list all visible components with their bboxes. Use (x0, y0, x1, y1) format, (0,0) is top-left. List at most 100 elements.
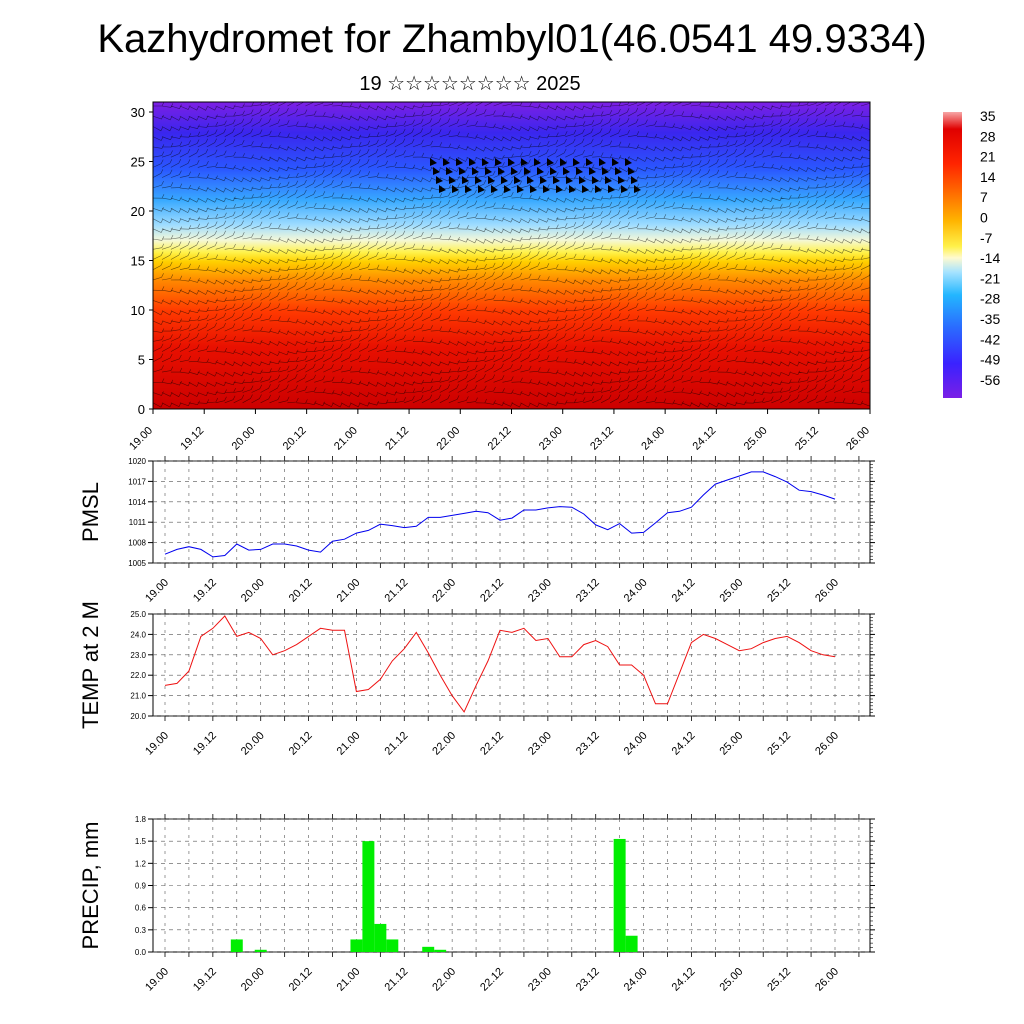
x-tick-label: 25.00 (742, 425, 770, 453)
wind-flag (511, 167, 518, 175)
y-tick-label: 0 (138, 402, 145, 417)
temperature-field (153, 102, 870, 409)
wind-flag (498, 167, 505, 175)
x-tick-label: 21.00 (332, 425, 360, 453)
wind-flag (615, 167, 622, 175)
wind-flag (527, 176, 534, 184)
y-tick-label: 15 (131, 254, 145, 269)
x-tick-label: 23.00 (526, 730, 554, 758)
wind-flag (569, 185, 576, 193)
x-tick-label: 19.12 (191, 730, 219, 758)
wind-barb-row (153, 332, 870, 347)
wind-flag (576, 167, 583, 175)
x-tick-label: 19.00 (127, 425, 155, 453)
wind-flag (495, 158, 502, 166)
page-subtitle: 19 ☆☆☆☆☆☆☆☆ 2025 (359, 73, 581, 95)
x-tick-label: 20.00 (230, 425, 258, 453)
y-tick-label: 25 (131, 155, 145, 170)
series-line (164, 471, 836, 558)
x-tick-label: 24.12 (691, 425, 719, 453)
x-tick-label: 25.00 (717, 730, 745, 758)
wind-flag (485, 167, 492, 175)
wind-flag (439, 185, 446, 193)
wind-flag (534, 158, 541, 166)
y-tick-label: 20 (131, 204, 145, 219)
x-tick-label: 19.12 (191, 577, 219, 605)
wind-flag (547, 158, 554, 166)
y-tick-label: 25.0 (130, 610, 146, 619)
x-tick-label: 23.12 (574, 966, 602, 994)
wind-barb-row (153, 261, 870, 275)
wind-barb-row (153, 251, 870, 265)
precip-bar (230, 939, 243, 952)
wind-barb-row (153, 394, 870, 408)
wind-barb-row (153, 271, 870, 285)
wind-barb-row (153, 312, 870, 326)
wind-flag (517, 185, 524, 193)
x-tick-label: 22.00 (430, 966, 458, 994)
wind-flag (514, 176, 521, 184)
plot-frame (152, 818, 871, 953)
colorbar-label: -35 (980, 311, 1000, 327)
pmsl-panel: 1020 1017 1014 1011 1008 1005 19.00 19.12 20.00 2… (78, 456, 875, 605)
wind-flag (504, 185, 511, 193)
x-tick-label: 20.12 (287, 966, 315, 994)
x-tick-label: 25.00 (717, 577, 745, 605)
wind-flag (521, 158, 528, 166)
x-tick-label: 20.12 (281, 425, 309, 453)
x-tick-label: 23.00 (526, 966, 554, 994)
wind-flag (443, 158, 450, 166)
colorbar-label: 7 (980, 189, 988, 205)
y-tick-label: 0.3 (135, 926, 147, 935)
wind-flag (563, 167, 570, 175)
wind-flag (501, 176, 508, 184)
y-tick-label: 22.0 (130, 671, 146, 680)
precip-bar (422, 946, 435, 952)
precip-bar (362, 841, 375, 952)
x-tick-label: 24.12 (670, 730, 698, 758)
x-tick-label: 19.00 (143, 577, 171, 605)
precip-bar (350, 939, 363, 952)
wind-flag (634, 185, 641, 193)
y-tick-label: 1008 (128, 539, 146, 548)
x-tick-label: 25.00 (717, 966, 745, 994)
colorbar-label: -28 (980, 291, 1000, 307)
wind-flag (582, 185, 589, 193)
x-tick-label: 21.12 (382, 966, 410, 994)
wind-barb-row (153, 199, 870, 214)
x-tick-label: 19.12 (178, 425, 206, 453)
wind-flag (446, 167, 453, 175)
x-tick-label: 24.12 (670, 966, 698, 994)
wind-barb-row (153, 240, 870, 255)
wind-flag (508, 158, 515, 166)
x-tick-label: 22.12 (478, 730, 506, 758)
x-tick-label: 22.12 (486, 425, 514, 453)
x-tick-label: 20.00 (239, 966, 267, 994)
wind-flag (433, 167, 440, 175)
wind-barb-row (153, 353, 870, 367)
x-tick-label: 23.12 (574, 730, 602, 758)
wind-barb-row (153, 148, 870, 162)
x-tick-label: 26.00 (813, 730, 841, 758)
x-tick-label: 25.12 (793, 425, 821, 453)
x-tick-label: 25.12 (765, 730, 793, 758)
x-tick-label: 23.12 (588, 425, 616, 453)
wind-flag (452, 185, 459, 193)
wind-flag (491, 185, 498, 193)
x-tick-label: 21.12 (383, 425, 411, 453)
wind-flag (599, 158, 606, 166)
wind-flags (430, 158, 641, 193)
wind-barb-row (153, 189, 870, 203)
y-tick-label: 1017 (128, 477, 146, 486)
wind-flag (556, 185, 563, 193)
wind-flag (524, 167, 531, 175)
y-tick-label: 1.5 (135, 837, 147, 846)
colorbar-label: 21 (980, 149, 996, 165)
y-tick-label: 0.0 (135, 948, 147, 957)
x-tick-label: 22.00 (430, 577, 458, 605)
x-tick-label: 26.00 (844, 425, 872, 453)
wind-barb-row (153, 138, 870, 152)
x-tick-label: 21.00 (335, 577, 363, 605)
y-tick-label: 23.0 (130, 651, 146, 660)
